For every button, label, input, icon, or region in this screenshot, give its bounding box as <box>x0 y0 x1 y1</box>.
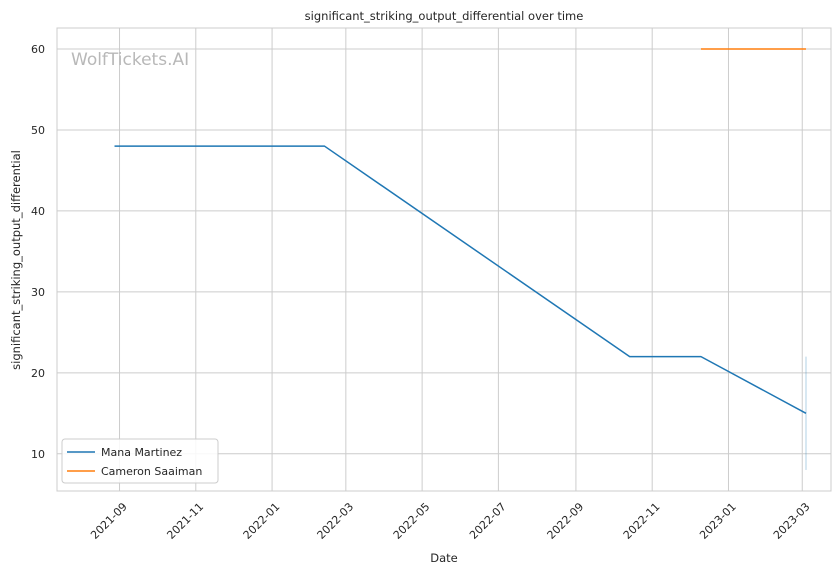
x-tick-label: 2022-11 <box>621 500 663 542</box>
x-tick-label: 2022-07 <box>467 500 509 542</box>
grid <box>57 28 831 491</box>
legend-box <box>61 438 219 484</box>
legend: Mana Martinez Cameron Saaiman <box>61 438 219 484</box>
x-tick-label: 2023-01 <box>697 500 739 542</box>
legend-label-mana-martinez: Mana Martinez <box>101 446 182 459</box>
x-tick-labels: 2021-09 2021-11 2022-01 2022-03 2022-05 2022-… <box>88 500 812 542</box>
x-tick-label: 2023-03 <box>771 500 813 542</box>
y-tick-label: 30 <box>31 286 45 299</box>
y-tick-label: 20 <box>31 367 45 380</box>
watermark: WolfTickets.AI <box>71 50 189 70</box>
y-tick-labels: 10 20 30 40 50 60 <box>31 43 45 461</box>
series-layer <box>114 48 807 470</box>
y-tick-label: 60 <box>31 43 45 56</box>
y-axis-title: significant_striking_output_differential <box>9 150 23 370</box>
chart-title: significant_striking_output_differential… <box>305 9 584 23</box>
x-tick-label: 2022-01 <box>241 500 283 542</box>
x-tick-label: 2022-05 <box>391 500 433 542</box>
legend-label-cameron-saaiman: Cameron Saaiman <box>101 465 202 478</box>
x-tick-label: 2022-09 <box>545 500 587 542</box>
y-tick-label: 10 <box>31 448 45 461</box>
plot-frame <box>56 27 832 492</box>
x-axis-title: Date <box>430 551 458 565</box>
y-tick-label: 50 <box>31 124 45 137</box>
x-tick-label: 2022-03 <box>315 500 357 542</box>
x-tick-label: 2021-09 <box>88 500 130 542</box>
x-tick-label: 2021-11 <box>164 500 206 542</box>
plot-background <box>57 28 831 491</box>
series-line-mana-martinez <box>114 145 807 414</box>
y-tick-label: 40 <box>31 205 45 218</box>
